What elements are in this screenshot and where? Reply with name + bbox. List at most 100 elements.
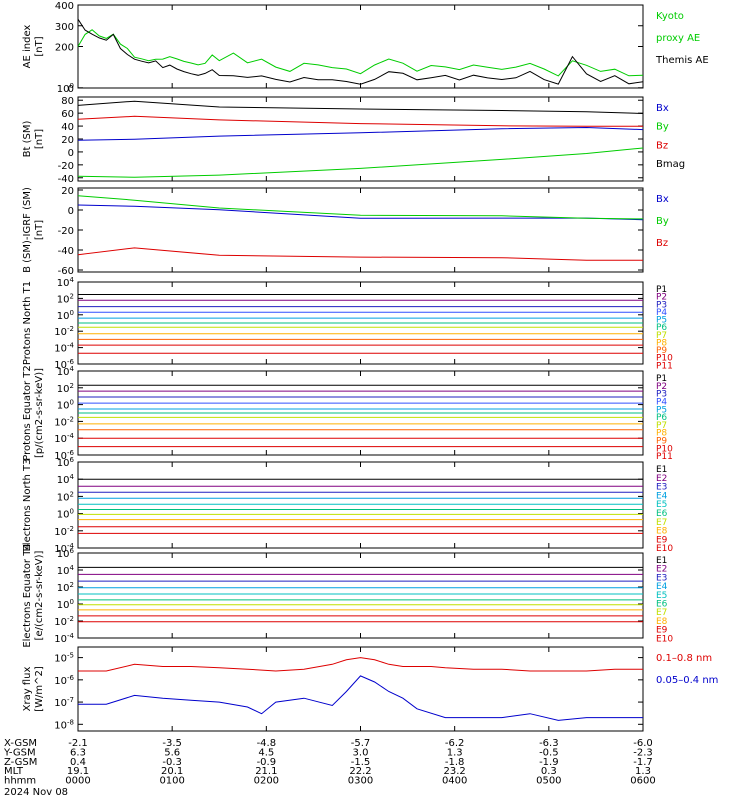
legend-entry: E8 [656, 617, 668, 627]
table-cell: -4.8 [257, 738, 277, 749]
series-line-by [77, 147, 644, 178]
table-cell: 1.3 [635, 766, 651, 777]
y-axis-label: Xray flux [22, 667, 33, 712]
table-cell: 21.1 [255, 766, 277, 777]
y-tick-label: 102 [57, 581, 74, 594]
legend-entry: P11 [656, 452, 673, 462]
y-tick-label: 104 [57, 365, 75, 378]
y-tick-label: 102 [57, 292, 74, 305]
table-row-label: MLT [4, 766, 24, 777]
y-tick-label: 400 [55, 1, 74, 12]
y-tick-label: 102 [57, 382, 74, 395]
y-axis-label: Bt (SM) [22, 121, 33, 158]
legend-entry: Bz [656, 140, 668, 151]
table-cell: -0.5 [539, 747, 559, 758]
table-cell: -3.5 [162, 738, 182, 749]
legend-entry: By [656, 122, 669, 133]
legend-entry: P2 [656, 293, 667, 303]
table-cell: -1.7 [633, 757, 653, 768]
table-cell: 3.0 [353, 747, 369, 758]
table-cell: 20.1 [161, 766, 183, 777]
legend-entry: P10 [656, 354, 673, 364]
legend-entry: P4 [656, 397, 667, 407]
y-axis-unit: [W/m^2] [34, 666, 45, 712]
table-cell: -6.0 [633, 738, 653, 749]
series-line-bz [77, 115, 643, 127]
table-cell: 22.2 [349, 766, 371, 777]
legend-entry: E3 [656, 573, 667, 583]
legend-entry: Bx [656, 194, 669, 205]
panel-3: -60 -40 -20 0 20 B (SM)-IGRF (SM) [nT] Bx By Bz [22, 186, 669, 277]
y-axis-label: Electrons North T3 [22, 458, 33, 551]
y-tick-label: 0 [68, 148, 74, 159]
table-cell: -5.7 [351, 738, 371, 749]
table-row-label: Y-GSM [3, 747, 36, 758]
legend-entry: E4 [656, 491, 668, 501]
y-tick-label: 10-7 [54, 696, 74, 709]
y-tick-label: 106 [57, 456, 75, 469]
table-cell: 19.1 [67, 766, 89, 777]
y-tick-label: 10-8 [54, 718, 74, 731]
legend-entry: E7 [656, 518, 667, 528]
legend-entry: P4 [656, 308, 667, 318]
y-tick-label: 104 [57, 564, 75, 577]
y-tick-label: 102 [57, 490, 74, 503]
y-tick-label: 10-6 [54, 674, 74, 687]
legend-entry: Bmag [656, 159, 685, 170]
y-axis-unit: [e/(cm2-s-sr-keV)] [34, 550, 45, 640]
table-cell: -0.9 [257, 757, 277, 768]
table-row-label: Z-GSM [4, 757, 37, 768]
legend-entry: P3 [656, 390, 667, 400]
series-line-bz [77, 247, 643, 261]
legend-entry: P5 [656, 316, 667, 326]
legend-entry: Themis AE [655, 55, 709, 66]
y-tick-label: 40 [61, 122, 74, 133]
legend-entry: E9 [656, 535, 668, 545]
table-cell: 0.3 [541, 766, 557, 777]
legend-entry: P6 [656, 413, 667, 423]
series-line-themis-ae [77, 18, 644, 85]
table-row-label: X-GSM [4, 738, 37, 749]
legend-entry: P9 [656, 437, 667, 447]
y-tick-label: 0 [68, 84, 74, 95]
panel-2: -40 -20 0 20 40 60 80 Bt (SM) [nT] Bx By Bz Bmag [22, 96, 685, 185]
y-tick-label: 10-4 [54, 432, 74, 445]
table-cell: -0.3 [162, 757, 182, 768]
legend-entry: P3 [656, 300, 667, 310]
table-cell: -1.5 [351, 757, 371, 768]
y-tick-label: 60 [61, 109, 74, 120]
table-cell: -6.2 [445, 738, 465, 749]
y-tick-label: 10-2 [54, 615, 74, 628]
legend-entry: E1 [656, 556, 667, 566]
table-cell: 0500 [536, 776, 561, 787]
y-tick-label: 10-2 [54, 525, 74, 538]
legend-entry: P11 [656, 361, 673, 371]
table-cell: 0200 [254, 776, 279, 787]
table-cell: 23.2 [444, 766, 466, 777]
panel-8: 10-8 10-7 10-6 10-5 Xray flux [W/m^2] 0.1–0.8 … [22, 646, 718, 732]
legend-entry: P9 [656, 346, 667, 356]
y-axis-unit: [nT] [34, 220, 45, 240]
table-cell: -2.1 [68, 738, 88, 749]
table-cell: 0300 [348, 776, 373, 787]
y-axis-unit: [nT] [34, 129, 45, 149]
legend-entry: E3 [656, 483, 667, 493]
legend-entry: P2 [656, 382, 667, 392]
series-line-bmag [77, 100, 644, 114]
y-tick-label: 20 [61, 135, 74, 146]
series-line-0-05-0-4-nm [78, 675, 643, 721]
y-tick-label: 100 [57, 309, 74, 322]
y-tick-label: 100 [57, 598, 74, 611]
panel-frame [77, 461, 644, 549]
legend-entry: P8 [656, 338, 667, 348]
y-tick-label: -40 [58, 174, 74, 185]
legend-entry: E10 [656, 634, 673, 644]
panel-frame [77, 552, 644, 639]
y-tick-label: 104 [57, 276, 75, 289]
table-cell: 0000 [65, 776, 90, 787]
table-cell: 4.5 [258, 747, 274, 758]
legend-entry: Kyoto [656, 11, 684, 22]
